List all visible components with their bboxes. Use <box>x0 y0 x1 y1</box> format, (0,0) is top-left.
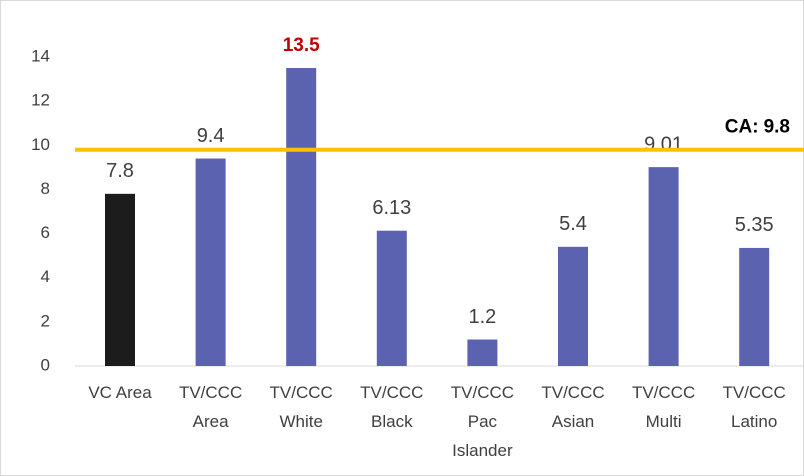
value-label: 5.35 <box>735 214 774 236</box>
y-tick-label: 6 <box>41 223 50 242</box>
reference-label-value: 9.8 <box>764 117 790 138</box>
y-tick-label: 10 <box>31 135 50 154</box>
x-tick-label: TV/CCC Multi <box>631 383 696 431</box>
bar <box>739 247 770 366</box>
value-label: 9.01 <box>644 133 683 155</box>
y-tick-label: 14 <box>31 46 50 65</box>
reference-label-name: CA: <box>725 117 759 138</box>
y-tick-label: 12 <box>31 91 50 110</box>
bar <box>648 167 679 366</box>
value-label: 6.13 <box>372 197 411 219</box>
y-tick-label: 4 <box>41 267 50 286</box>
y-tick-label: 0 <box>41 355 50 374</box>
x-tick-label: TV/CCC Black <box>360 383 424 431</box>
x-tick-label: TV/CCC Asian <box>541 383 605 431</box>
value-label: 7.8 <box>106 160 134 182</box>
x-tick-label: TV/CCC Area <box>178 383 243 431</box>
bar <box>558 246 588 366</box>
bar <box>376 230 407 366</box>
value-label: 1.2 <box>468 306 496 328</box>
y-tick-label: 8 <box>41 179 50 198</box>
bar <box>105 193 135 366</box>
bar <box>286 68 317 367</box>
reference-label: CA: 9.8 <box>725 117 790 138</box>
bar <box>195 158 226 366</box>
value-label: 9.4 <box>197 125 225 147</box>
x-tick-label: VC Area <box>88 383 152 402</box>
x-tick-label: TV/CCC Pac Islander <box>450 383 515 460</box>
x-tick-label: TV/CCC Latino <box>722 383 786 431</box>
y-tick-label: 2 <box>41 311 50 330</box>
x-tick-label: TV/CCC White <box>269 383 333 431</box>
bar <box>467 339 498 366</box>
value-label: 5.4 <box>559 213 587 235</box>
value-label: 13.5 <box>283 35 320 56</box>
